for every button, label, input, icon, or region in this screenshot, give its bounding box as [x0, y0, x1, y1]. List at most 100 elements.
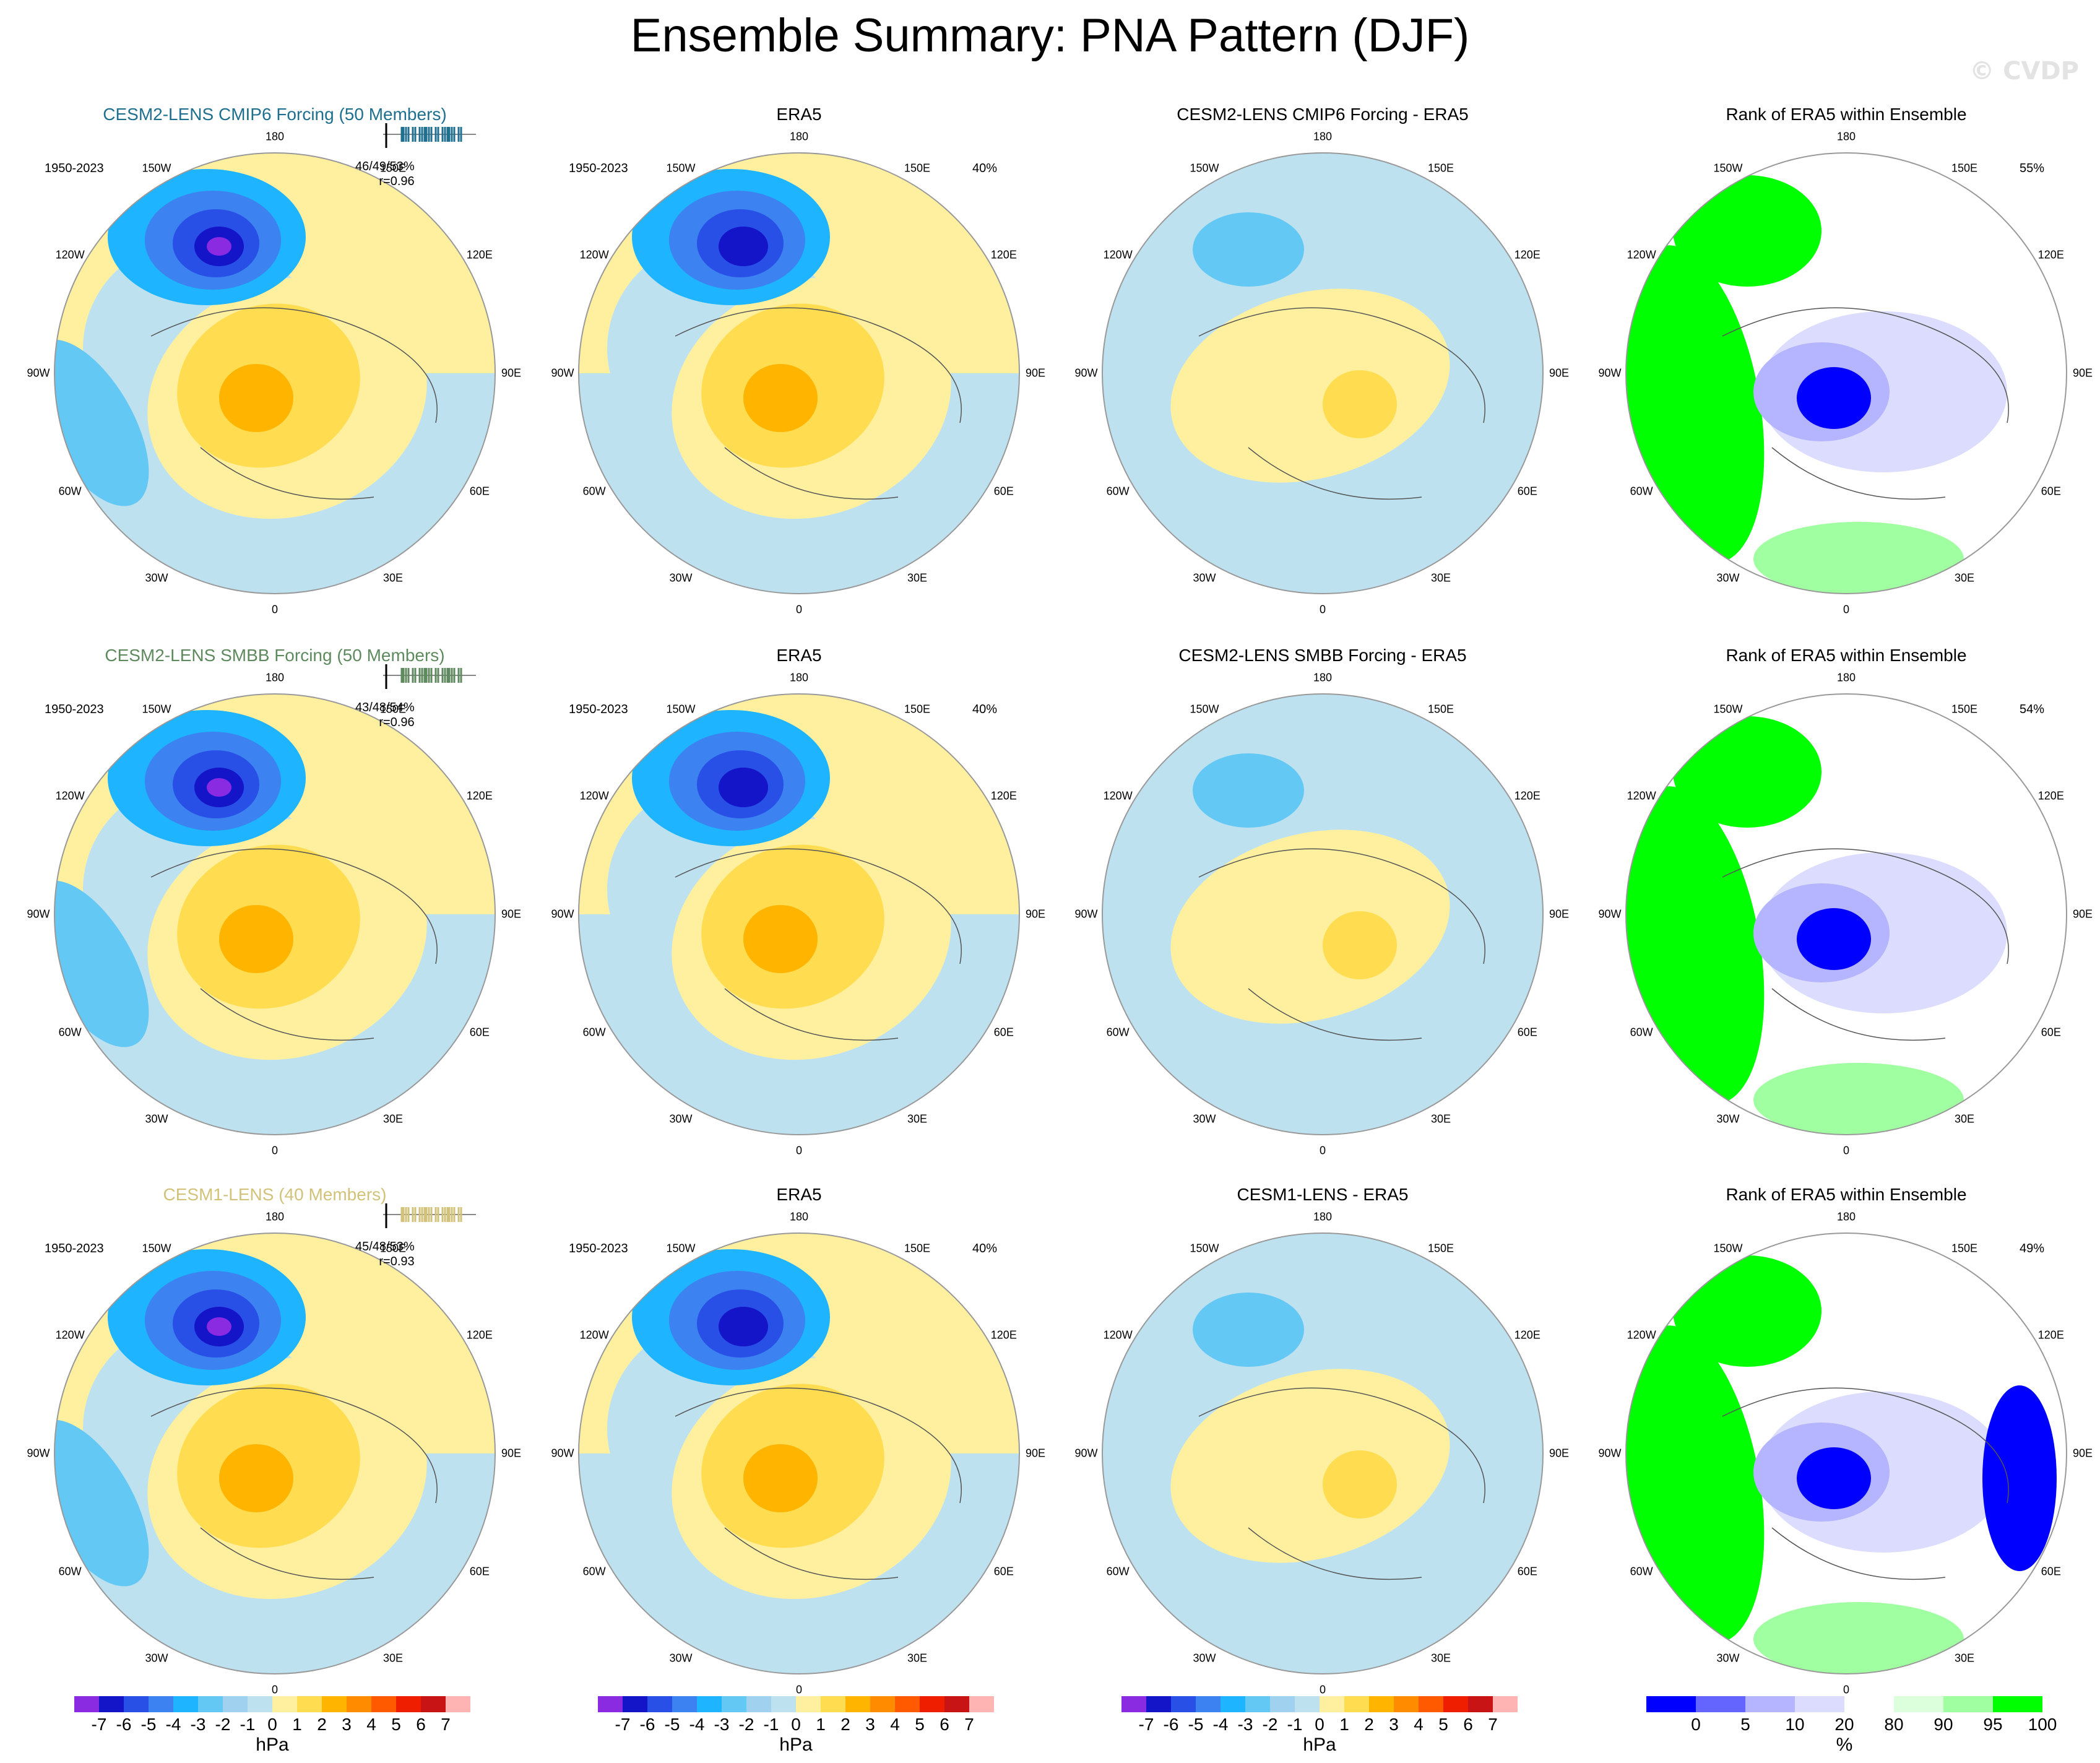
colorbar-tick-label: 2	[1364, 1715, 1374, 1734]
positive-anomaly-region	[1170, 830, 1450, 1024]
map-border	[578, 1232, 1020, 1674]
obs-variance-pct: 40%	[972, 1242, 998, 1255]
lon-label-30E: 30E	[382, 571, 404, 584]
positive-anomaly-core	[743, 364, 818, 432]
colorbar-tick-label: 0	[1315, 1715, 1324, 1734]
colorbar-swatch	[1493, 1696, 1518, 1712]
colorbar-unit: %	[1836, 1735, 1853, 1755]
colorbar-swatch	[1295, 1696, 1320, 1712]
lon-label-120W: 120W	[579, 789, 609, 802]
lon-label-60W: 60W	[1630, 485, 1653, 498]
positive-anomaly-region	[1170, 1369, 1450, 1563]
diff-panel-title: CESM2-LENS SMBB Forcing - ERA5	[1178, 646, 1467, 665]
rank-high-region-south	[1753, 522, 1964, 594]
colorbar-tick-label: 80	[1884, 1715, 1904, 1734]
lon-label-120W: 120W	[579, 1328, 609, 1341]
colorbar-tick-label: -2	[215, 1715, 231, 1734]
lon-label-180: 180	[789, 671, 809, 684]
colorbar-swatch	[1696, 1696, 1745, 1712]
rank-low-core	[1797, 908, 1871, 970]
colorbar-swatch	[1468, 1696, 1493, 1712]
rank-pct: 55%	[2020, 162, 2045, 175]
lon-label-90E: 90E	[501, 1447, 522, 1460]
map-border	[54, 693, 496, 1135]
lon-label-60W: 60W	[1106, 485, 1130, 498]
cvdp-watermark: © CVDP	[1969, 57, 2079, 85]
member-stats: 46/49/53%	[355, 160, 415, 173]
obs-panel-title: ERA5	[776, 105, 822, 124]
colorbar-tick-label: 10	[1785, 1715, 1805, 1734]
lon-label-150E: 150E	[379, 1242, 407, 1255]
lon-label-180: 180	[265, 671, 285, 684]
negative-low-core	[719, 768, 768, 807]
colorbar-tick-label: 0	[1691, 1715, 1701, 1734]
colorbar-tick-label: 1	[292, 1715, 302, 1734]
pattern-correlation: r=0.93	[379, 1255, 415, 1268]
model-panel-title: CESM2-LENS SMBB Forcing (50 Members)	[105, 646, 445, 665]
colorbar-swatch	[598, 1696, 623, 1712]
lon-label-30W: 30W	[1716, 1652, 1740, 1665]
colorbar-swatch	[771, 1696, 796, 1712]
colorbar-swatch	[1171, 1696, 1196, 1712]
colorbar-tick-label: -5	[1188, 1715, 1204, 1734]
lon-label-90W: 90W	[551, 1447, 574, 1460]
lon-label-180: 180	[1836, 671, 1856, 684]
colorbar-swatch	[322, 1696, 347, 1712]
lon-label-120W: 120W	[1627, 1328, 1656, 1341]
lon-label-30E: 30E	[1430, 1652, 1451, 1665]
lon-label-120W: 120W	[1627, 789, 1656, 802]
colorbar-tick-label: 6	[940, 1715, 949, 1734]
lon-label-0: 0	[795, 1144, 803, 1157]
colorbar-swatch	[421, 1696, 446, 1712]
lon-label-30W: 30W	[669, 1112, 693, 1125]
rank-low-core-east	[1982, 1385, 2057, 1571]
positive-anomaly-core	[219, 905, 293, 973]
lon-label-90W: 90W	[1074, 907, 1098, 920]
lon-label-90W: 90W	[1598, 366, 1622, 379]
colorbar-swatch	[1221, 1696, 1245, 1712]
rank-high-region-north	[1673, 175, 1821, 287]
colorbar-swatch	[223, 1696, 248, 1712]
lon-label-90E: 90E	[501, 907, 522, 920]
lon-label-150W: 150W	[666, 162, 696, 175]
period-label: 1950-2023	[569, 703, 628, 716]
positive-anomaly-core	[1323, 911, 1397, 979]
lon-label-0: 0	[1319, 1683, 1326, 1696]
colorbar-swatch	[272, 1696, 297, 1712]
coastline	[1722, 307, 2009, 500]
colorbar-swatch	[1443, 1696, 1468, 1712]
lon-label-30E: 30E	[382, 1652, 404, 1665]
lon-label-30W: 30W	[1193, 1112, 1216, 1125]
colorbar-swatch	[845, 1696, 870, 1712]
map-border	[578, 693, 1020, 1135]
lon-label-120E: 120E	[990, 789, 1017, 802]
lon-label-60E: 60E	[1517, 485, 1537, 498]
lon-label-60W: 60W	[582, 485, 606, 498]
lon-label-30E: 30E	[907, 1652, 928, 1665]
colorbar-swatch	[1943, 1696, 1993, 1712]
rank-low-core	[1797, 1447, 1871, 1509]
map-border	[1625, 1232, 2067, 1674]
coastline	[150, 1387, 438, 1580]
lon-label-60E: 60E	[1517, 1026, 1537, 1039]
map-border	[1625, 693, 2067, 1135]
map-border	[1102, 152, 1544, 594]
lon-label-150W: 150W	[1713, 1242, 1743, 1255]
lon-label-30E: 30E	[907, 571, 928, 584]
lon-label-150W: 150W	[1713, 162, 1743, 175]
colorbar-tick-label: 2	[317, 1715, 327, 1734]
lon-label-90E: 90E	[1549, 1447, 1570, 1460]
lon-label-30E: 30E	[1954, 1652, 1975, 1665]
lon-label-30W: 30W	[145, 571, 168, 584]
colorbar-unit: hPa	[1303, 1735, 1336, 1755]
lon-label-150E: 150E	[1427, 703, 1454, 716]
colorbar-tick-label: 0	[791, 1715, 801, 1734]
positive-anomaly-core	[1323, 1450, 1397, 1518]
colorbar-swatch	[198, 1696, 223, 1712]
negative-anomaly-region	[1193, 753, 1304, 828]
lon-label-150E: 150E	[904, 162, 931, 175]
